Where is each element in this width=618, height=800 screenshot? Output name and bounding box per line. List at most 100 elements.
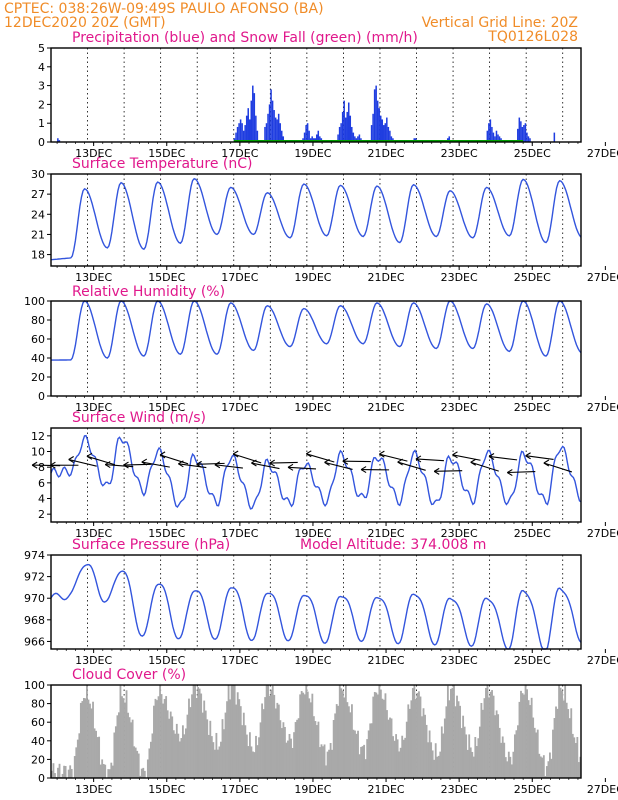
y-tick-label: 3	[38, 80, 45, 93]
cloud-bar	[113, 732, 116, 778]
precip-bar	[57, 138, 59, 142]
cloud-bar	[515, 730, 518, 778]
cloud-bar	[57, 767, 59, 778]
cloud-bar	[235, 704, 238, 778]
cloud-bar	[372, 696, 375, 778]
cloud-bar	[247, 746, 250, 778]
cloud-bar	[171, 716, 174, 778]
y-tick-label: 1	[38, 117, 45, 130]
cloud-bar	[78, 733, 81, 778]
cloud-bar	[407, 704, 410, 778]
precip-bar	[306, 123, 309, 142]
x-tick-label: 25DEC	[514, 527, 551, 540]
cloud-bar	[209, 720, 212, 778]
precip-bar	[270, 89, 272, 142]
wind-arrow-head	[324, 458, 330, 463]
cloud-bar	[69, 765, 72, 778]
cloud-bar	[506, 761, 509, 778]
cloud-bar	[250, 746, 253, 778]
precip-bar	[381, 119, 384, 142]
cloud-bar	[291, 747, 294, 778]
cloud-bar	[189, 707, 192, 778]
cloud-bar	[347, 706, 350, 778]
cloud-bar	[84, 698, 87, 778]
cloud-bar	[482, 709, 484, 778]
precip-bar	[250, 100, 253, 142]
cloud-bar	[131, 719, 134, 778]
cloud-bar	[472, 756, 475, 778]
precip-bar	[384, 123, 387, 142]
cloud-bar	[160, 694, 163, 778]
y-tick-label: 30	[31, 168, 45, 181]
y-tick-label: 40	[31, 735, 45, 748]
x-tick-label: 25DEC	[514, 271, 551, 284]
precip-bar	[265, 123, 268, 142]
precip-bar	[349, 115, 352, 142]
wind-arrow-head	[415, 455, 422, 460]
precip-bar	[376, 100, 379, 142]
precip-bar	[343, 100, 345, 142]
cloud-bar	[413, 685, 416, 778]
precip-bar	[389, 130, 391, 142]
x-tick-label: 19DEC	[294, 654, 331, 667]
y-tick-label: 100	[24, 295, 45, 308]
precip-bar	[372, 113, 374, 142]
cloud-bar	[296, 719, 299, 778]
precip-bar	[253, 93, 256, 142]
cloud-bar	[253, 752, 256, 778]
cloud-bar	[265, 685, 268, 778]
y-tick-label: 20	[31, 753, 45, 766]
cloud-bar	[402, 739, 405, 778]
cloud-bar	[491, 690, 493, 778]
cloud-bar	[271, 685, 274, 778]
cloud-bar	[288, 733, 291, 778]
y-tick-label: 966	[24, 635, 45, 648]
cloud-bar	[259, 722, 262, 778]
cloud-bar	[561, 690, 564, 778]
cloud-bar	[61, 773, 64, 778]
cloud-bar	[418, 691, 420, 778]
cloud-bar	[89, 703, 91, 778]
cloud-bar	[457, 701, 460, 778]
wind-arrow-head	[86, 455, 93, 460]
cloud-bar	[177, 733, 180, 778]
wind-arrow-head	[251, 462, 257, 467]
wind-arrow	[488, 455, 518, 461]
precip-bar	[274, 117, 277, 142]
cloud-bar	[206, 719, 209, 778]
cloud-bar	[312, 716, 315, 778]
cloud-bar	[133, 746, 136, 778]
cloud-bar	[477, 738, 480, 778]
precip-bar	[357, 136, 359, 142]
cloud-bar	[252, 751, 254, 778]
cloud-bar	[483, 698, 486, 778]
precip-bar	[346, 111, 348, 142]
cloud-bar	[450, 688, 452, 778]
cloud-bar	[81, 701, 84, 778]
cloud-bar	[495, 710, 498, 778]
cloud-bar	[381, 698, 384, 778]
wind-arrow	[196, 462, 225, 465]
cloud-bar	[146, 759, 149, 778]
cloud-bar	[386, 710, 388, 778]
cloud-bar	[555, 706, 557, 778]
panel-frame	[50, 47, 582, 143]
wind-arrow-head	[360, 466, 367, 471]
cloud-bar	[573, 737, 576, 778]
y-tick-label: 5	[38, 42, 45, 55]
cloud-bar	[521, 693, 524, 778]
cloud-bar	[51, 770, 53, 778]
cloud-bar	[268, 695, 271, 778]
cloud-bar	[238, 699, 241, 778]
y-tick-label: 0	[38, 772, 45, 785]
wind-arrow-head	[178, 460, 184, 465]
cloud-bar	[207, 734, 210, 778]
cloud-bar	[564, 685, 567, 778]
cloud-bar	[533, 727, 536, 778]
cloud-bar	[433, 759, 436, 778]
header-grid-line: Vertical Grid Line: 20Z	[422, 15, 578, 31]
x-tick-label: 15DEC	[148, 527, 185, 540]
cloud-bar	[354, 730, 356, 778]
